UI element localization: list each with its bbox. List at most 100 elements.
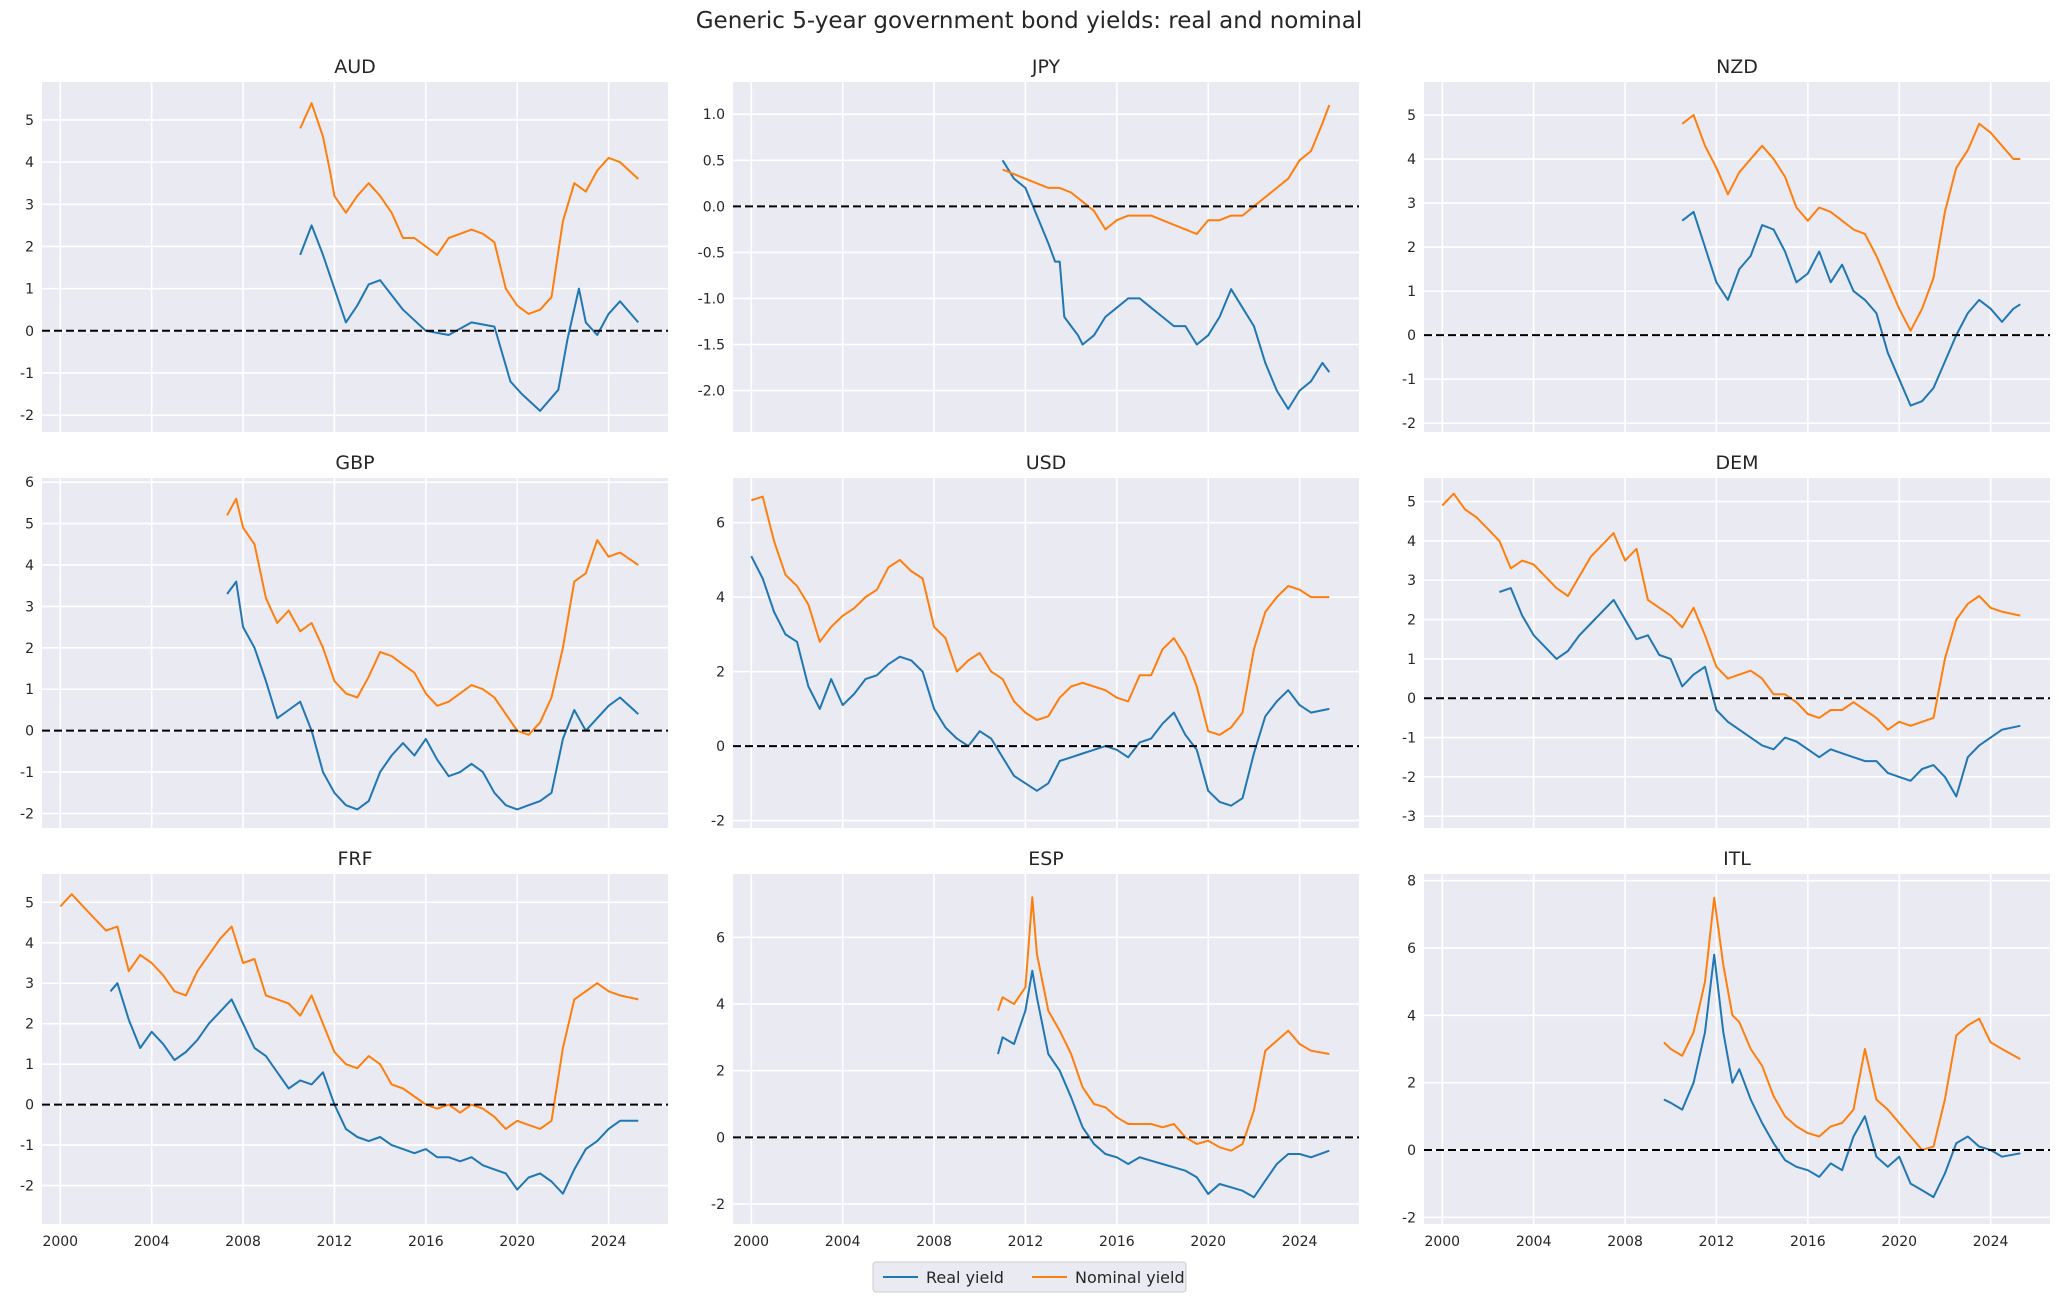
real-yield-line	[299, 224, 640, 412]
y-tick-label: -1	[1402, 731, 1416, 747]
real-yield-line	[997, 969, 1330, 1199]
x-tick-label: 2000	[1424, 1234, 1460, 1250]
plot-area	[42, 478, 668, 828]
nominal-yield-line	[59, 893, 639, 1130]
x-tick-label: 2012	[1008, 1234, 1044, 1250]
y-tick-label: 4	[716, 997, 725, 1013]
y-tick-label: 4	[1407, 152, 1416, 168]
y-tick-label: 5	[25, 517, 34, 533]
y-tick-label: 0	[25, 324, 34, 340]
nominal-yield-line	[1441, 492, 2021, 731]
x-tick-label: 2012	[317, 1234, 353, 1250]
x-tick-label: 2004	[825, 1234, 861, 1250]
x-tick-label: 2008	[1607, 1234, 1643, 1250]
panel-title: USD	[1026, 452, 1067, 474]
x-tick-label: 2020	[1190, 1234, 1226, 1250]
y-tick-label: -2	[1402, 1210, 1416, 1226]
y-tick-label: 4	[25, 558, 34, 574]
y-tick-label: 1	[1407, 284, 1416, 300]
y-tick-label: 0	[25, 1098, 34, 1114]
y-tick-label: 1	[25, 282, 34, 298]
y-tick-label: 1	[25, 1057, 34, 1073]
panel-aud: -2 -1 0 1 2 3 4 5 AUD	[20, 56, 668, 432]
y-tick-label: 8	[1407, 874, 1416, 890]
y-tick-label: -2	[1402, 770, 1416, 786]
y-tick-label: -1	[20, 765, 34, 781]
y-tick-label: 0	[716, 739, 725, 755]
y-tick-label: 2	[25, 1017, 34, 1033]
y-tick-label: -2	[20, 408, 34, 424]
y-tick-label: 5	[25, 895, 34, 911]
y-tick-label: 3	[25, 599, 34, 615]
y-tick-label: 3	[25, 976, 34, 992]
x-tick-label: 2000	[42, 1234, 78, 1250]
panel-gbp: -2 -1 0 1 2 3 4 5 6 GBP	[20, 452, 668, 828]
y-tick-label: -2.0	[698, 384, 725, 400]
y-tick-label: 1	[1407, 652, 1416, 668]
y-tick-label: -1	[20, 366, 34, 382]
y-tick-label: 5	[25, 113, 34, 129]
y-tick-label: -2	[20, 1179, 34, 1195]
real-yield-line	[226, 580, 639, 811]
real-yield-line	[1499, 587, 2021, 798]
y-tick-label: 1.0	[703, 107, 725, 123]
panel-title: NZD	[1716, 56, 1758, 78]
y-tick-label: -1	[1402, 372, 1416, 388]
y-tick-label: 2	[716, 665, 725, 681]
panel-title: DEM	[1715, 452, 1758, 474]
legend-box	[872, 1261, 1187, 1293]
plot-area	[733, 478, 1359, 828]
real-yield-line	[1001, 159, 1331, 410]
y-tick-label: 1	[25, 682, 34, 698]
x-tick-label: 2008	[916, 1234, 952, 1250]
y-tick-label: -2	[20, 807, 34, 823]
x-tick-label: 2024	[1282, 1234, 1318, 1250]
legend-label-nominal-yield: Nominal yield	[1075, 1268, 1185, 1287]
y-tick-label: 2	[1407, 1076, 1416, 1092]
x-tick-label: 2000	[733, 1234, 769, 1250]
y-tick-label: 2	[25, 641, 34, 657]
y-tick-label: -1	[20, 1138, 34, 1154]
x-tick-label: 2020	[499, 1234, 535, 1250]
real-yield-line	[109, 982, 639, 1195]
nominal-yield-line	[1002, 104, 1331, 235]
y-tick-label: 2	[25, 239, 34, 255]
panel-title: JPY	[1031, 56, 1061, 78]
panel-jpy: -2.0 -1.5 -1.0 -0.5 0.0 0.5 1.0 JPY	[698, 56, 1359, 432]
x-tick-label: 2020	[1881, 1234, 1917, 1250]
x-tick-label: 2024	[591, 1234, 627, 1250]
y-tick-label: 4	[25, 155, 34, 171]
x-tick-label: 2012	[1699, 1234, 1735, 1250]
y-tick-label: -2	[711, 1197, 725, 1213]
legend: Real yield Nominal yield	[872, 1261, 1187, 1293]
nominal-yield-line	[1663, 896, 2021, 1151]
y-tick-label: 0.0	[703, 199, 725, 215]
panel-esp: 2000 2004 2008 2012 2016 2020 2024 -2 0 2 4 6 ESP	[711, 848, 1359, 1250]
x-tick-label: 2008	[225, 1234, 261, 1250]
y-tick-label: -2	[711, 814, 725, 830]
figure-title: Generic 5-year government bond yields: r…	[696, 8, 1363, 34]
x-tick-label: 2016	[408, 1234, 444, 1250]
plot-area	[1424, 82, 2050, 432]
nominal-yield-line	[997, 896, 1330, 1152]
x-tick-label: 2016	[1790, 1234, 1826, 1250]
x-tick-label: 2016	[1099, 1234, 1135, 1250]
plot-area	[1424, 874, 2050, 1224]
y-tick-label: 3	[1407, 573, 1416, 589]
y-tick-label: 0	[716, 1130, 725, 1146]
y-tick-label: 6	[716, 930, 725, 946]
y-tick-label: 5	[1407, 108, 1416, 124]
panel-title: FRF	[337, 848, 372, 870]
panel-title: ITL	[1723, 848, 1751, 870]
panel-nzd: -2 -1 0 1 2 3 4 5 NZD	[1402, 56, 2050, 432]
panel-title: ESP	[1028, 848, 1064, 870]
y-tick-label: 2	[1407, 613, 1416, 629]
panel-title: AUD	[334, 56, 376, 78]
y-tick-label: 4	[1407, 1008, 1416, 1024]
nominal-yield-line	[750, 495, 1330, 736]
panel-usd: -2 0 2 4 6 USD	[711, 452, 1359, 830]
y-tick-label: 0	[25, 724, 34, 740]
y-tick-label: -1.5	[698, 338, 725, 354]
y-tick-label: 4	[1407, 534, 1416, 550]
